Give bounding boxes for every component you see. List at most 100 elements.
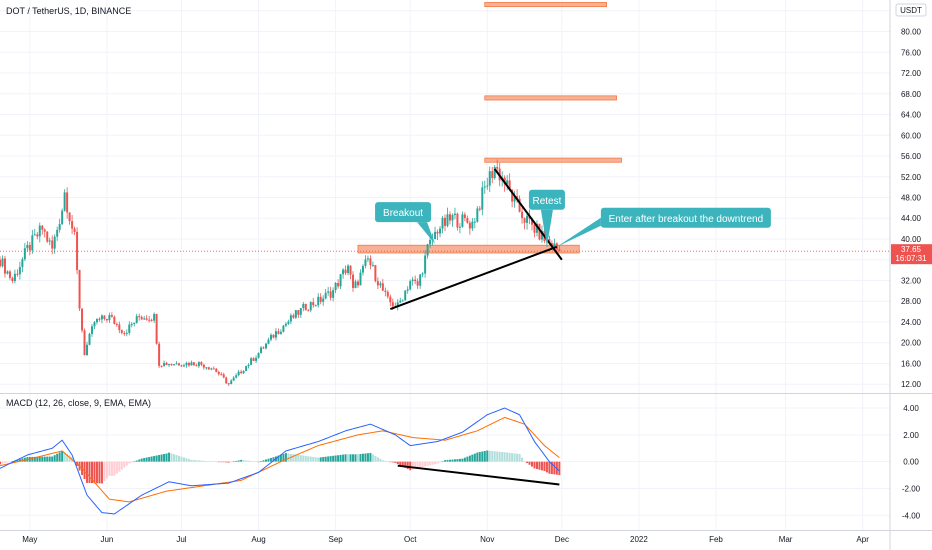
candle-body — [133, 322, 136, 325]
macd-histogram-bar — [195, 460, 198, 462]
macd-histogram-bar — [90, 461, 93, 484]
candle-body — [292, 315, 295, 318]
candle-body — [28, 244, 31, 251]
candle-body — [486, 185, 489, 187]
candle-body — [342, 269, 345, 275]
callout-box — [600, 207, 771, 228]
candle-body — [302, 303, 305, 309]
macd-histogram-bar — [441, 461, 444, 462]
macd-histogram-bar — [421, 461, 424, 468]
y-tick-label: 52.00 — [901, 173, 922, 182]
candle-body — [558, 249, 561, 252]
candle-body — [511, 189, 514, 202]
candle-body — [36, 234, 39, 237]
macd-histogram-bar — [453, 459, 456, 462]
candle-body — [463, 214, 466, 218]
candle-body — [272, 334, 275, 338]
candle-body — [478, 208, 481, 210]
candle-body — [424, 255, 427, 274]
candle-body — [349, 265, 352, 275]
macd-histogram-bar — [225, 461, 228, 463]
macd-histogram-bar — [207, 461, 210, 462]
macd-histogram-bar — [51, 456, 54, 462]
macd-histogram-bar — [197, 460, 200, 462]
candle-body — [391, 302, 394, 307]
candle-body — [41, 225, 44, 230]
macd-histogram-bar — [175, 455, 178, 462]
candle-body — [366, 258, 369, 260]
macd-histogram-bar — [41, 456, 44, 462]
price-zone — [357, 244, 580, 254]
macd-histogram-bar — [528, 461, 531, 465]
candle-body — [180, 365, 183, 367]
candle-body — [466, 217, 469, 223]
candle-body — [93, 322, 96, 327]
macd-histogram-bar — [461, 458, 464, 462]
candle-body — [389, 296, 392, 303]
candle-body — [113, 316, 116, 324]
macd-histogram-bar — [232, 461, 235, 462]
candle-body — [312, 302, 315, 306]
currency-label: USDT — [900, 6, 922, 15]
macd-histogram-bar — [95, 461, 98, 484]
candle-body — [518, 198, 521, 212]
candle-body — [168, 364, 171, 366]
y-tick-label: 64.00 — [901, 111, 922, 120]
candle-body — [491, 171, 494, 179]
macd-histogram-bar — [339, 454, 342, 462]
macd-histogram-bar — [533, 461, 536, 469]
macd-histogram-bar — [260, 461, 263, 462]
macd-histogram-bar — [404, 461, 407, 468]
candle-body — [421, 273, 424, 275]
candle-body — [143, 318, 146, 320]
macd-histogram-bar — [160, 454, 163, 462]
candle-body — [66, 192, 69, 213]
macd-histogram-bar — [267, 458, 270, 462]
candle-body — [242, 371, 245, 374]
candle-body — [43, 229, 46, 232]
macd-histogram-bar — [493, 451, 496, 462]
candle-body — [158, 343, 161, 366]
candle-body — [386, 291, 389, 297]
candle-body — [374, 265, 377, 282]
callout-text: Breakout — [383, 208, 423, 219]
macd-histogram-bar — [419, 461, 422, 468]
macd-histogram-bar — [123, 461, 126, 468]
macd-histogram-bar — [337, 455, 340, 462]
macd-histogram-bar — [322, 457, 325, 462]
macd-histogram-bar — [401, 461, 404, 467]
candle-body — [279, 331, 282, 334]
macd-histogram-bar — [523, 461, 526, 462]
macd-histogram-bar — [68, 455, 71, 462]
macd-histogram-bar — [105, 461, 108, 479]
trendline — [389, 245, 558, 310]
candle-body — [426, 244, 429, 256]
y-tick-label: 68.00 — [901, 90, 922, 99]
candle-body — [371, 265, 374, 267]
macd-histogram-bar — [299, 455, 302, 462]
y-tick-label: 76.00 — [901, 48, 922, 57]
macd-histogram-bar — [478, 452, 481, 462]
macd-histogram-bar — [220, 461, 223, 463]
candle-body — [240, 371, 243, 374]
candle-body — [103, 315, 106, 319]
candle-body — [250, 358, 253, 365]
candle-body — [538, 223, 541, 240]
macd-histogram-bar — [535, 461, 538, 470]
signal-line — [0, 416, 560, 503]
macd-histogram-bar — [205, 460, 208, 462]
candle-body — [3, 258, 6, 274]
macd-histogram-bar — [170, 453, 173, 462]
macd-histogram-bar — [531, 461, 534, 467]
macd-histogram-bar — [344, 454, 347, 462]
candle-body — [317, 296, 320, 306]
candle-body — [197, 362, 200, 367]
candle-body — [473, 221, 476, 223]
candle-body — [177, 363, 180, 366]
macd-histogram-bar — [473, 453, 476, 462]
candle-body — [90, 326, 93, 334]
macd-histogram-bar — [429, 461, 432, 466]
macd-histogram-bar — [334, 455, 337, 462]
macd-histogram-bar — [312, 456, 315, 462]
